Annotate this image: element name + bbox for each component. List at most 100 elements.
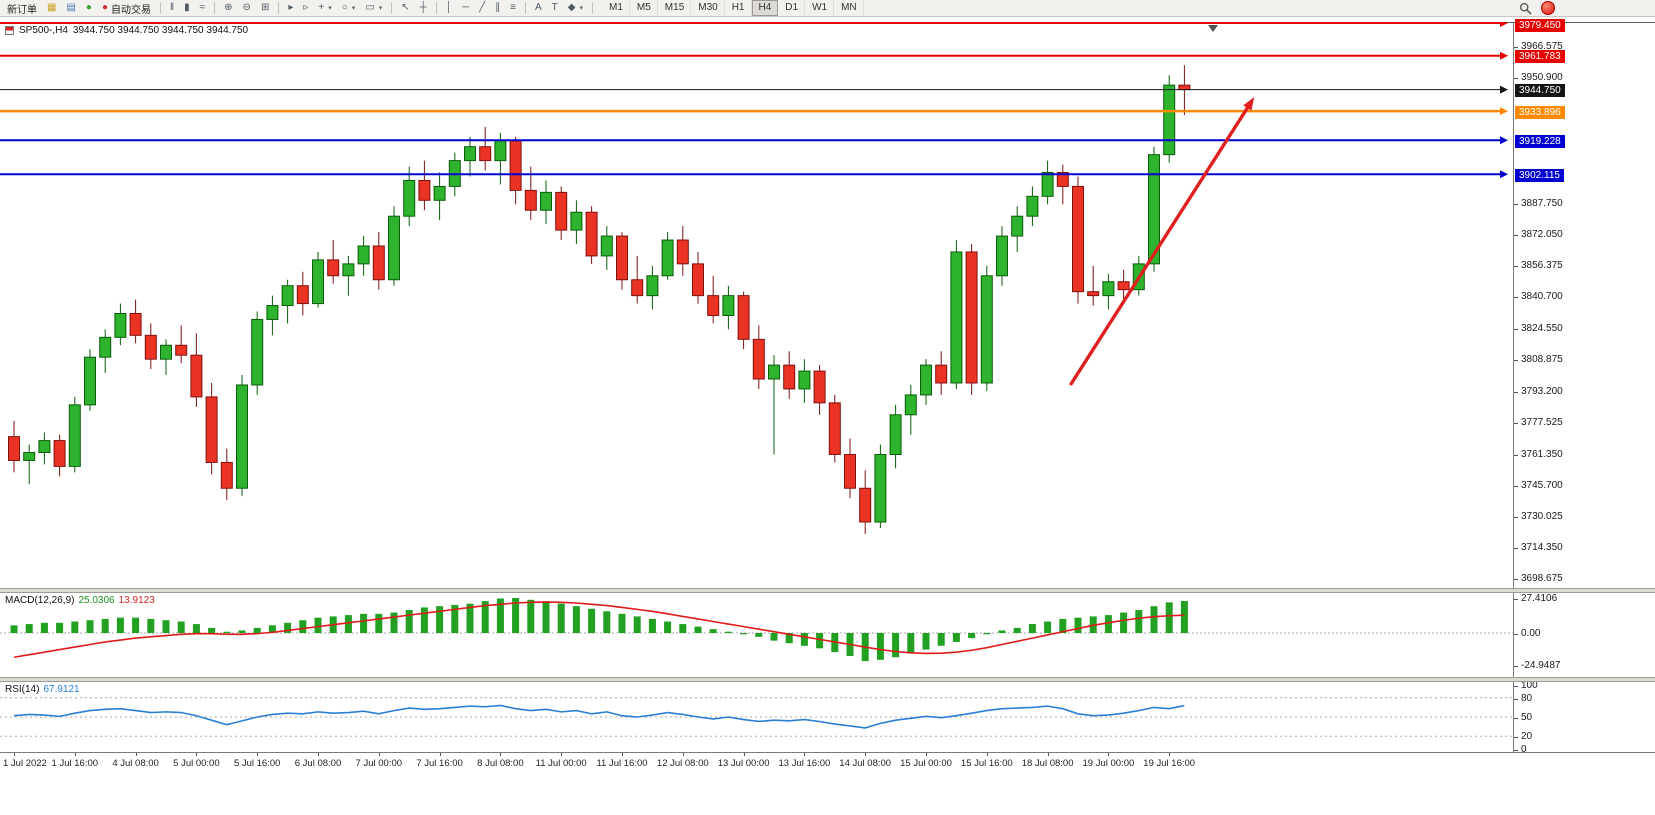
macd-panel[interactable] xyxy=(0,593,1513,677)
macd-histogram-bar xyxy=(937,633,945,646)
candle-down xyxy=(935,364,948,384)
axis-tick xyxy=(1514,686,1518,687)
candle-down xyxy=(129,313,142,336)
tile-windows-icon[interactable]: ⊞ xyxy=(257,0,273,16)
fibonacci-icon[interactable]: ≡ xyxy=(506,0,520,16)
line-chart-icon[interactable]: ≈ xyxy=(196,0,210,16)
candle-down xyxy=(296,285,309,305)
candle-down xyxy=(53,440,66,467)
auto-trading-button-label: 自动交易 xyxy=(111,4,151,16)
timeframe-button-MN[interactable]: MN xyxy=(834,0,864,16)
timeframe-button-W1[interactable]: W1 xyxy=(805,0,835,16)
templates-icon[interactable]: ▭ ▾ xyxy=(361,0,386,16)
timeframe-button-D1[interactable]: D1 xyxy=(778,0,806,16)
macd-histogram-bar xyxy=(360,613,368,633)
macd-indicator-label: MACD(12,26,9) 25.0306 13.9123 xyxy=(5,595,155,606)
indicators-icon-caret: ▾ xyxy=(328,5,332,12)
candle-up xyxy=(661,239,674,277)
notification-badge[interactable] xyxy=(1541,1,1555,15)
crosshair-icon[interactable]: ┼ xyxy=(416,0,431,16)
panel-splitter[interactable] xyxy=(0,588,1655,593)
macd-histogram-bar xyxy=(755,633,763,637)
refresh-icon[interactable]: ● xyxy=(82,0,96,16)
horizontal-line-icon[interactable]: ─ xyxy=(458,0,473,16)
timeframe-button-M30[interactable]: M30 xyxy=(691,0,725,16)
auto-scroll-icon[interactable]: ▸ xyxy=(284,0,297,16)
time-tick-label: 19 Jul 16:00 xyxy=(1143,758,1196,769)
templates-icon-caret: ▾ xyxy=(378,5,383,12)
candle-up xyxy=(874,453,887,523)
timeframe-button-M15[interactable]: M15 xyxy=(658,0,692,16)
candle-up xyxy=(889,414,902,455)
candle-up xyxy=(1041,172,1054,197)
macd-histogram-bar xyxy=(1165,602,1173,633)
price-axis[interactable]: 3966.575 3950.900 3887.750 3872.050 3856.375… xyxy=(1513,19,1655,755)
macd-histogram-bar xyxy=(557,603,565,633)
text-icon[interactable]: A xyxy=(531,0,546,16)
shapes-icon[interactable]: ◆ ▾ xyxy=(564,0,587,16)
auto-trading-button[interactable]: ● 自动交易 xyxy=(98,0,155,16)
macd-histogram-bar xyxy=(648,618,656,633)
zoom-in-icon[interactable]: ⊕ xyxy=(220,0,236,16)
macd-histogram-bar xyxy=(1059,618,1067,633)
timeframe-button-H4[interactable]: H4 xyxy=(751,0,779,16)
toolbar-separator xyxy=(391,2,393,14)
new-order-button[interactable]: 新订单 xyxy=(3,0,41,16)
indicators-icon[interactable]: + ▾ xyxy=(314,0,335,16)
timeframe-button-M1[interactable]: M1 xyxy=(602,0,630,16)
cursor-icon[interactable]: ↖ xyxy=(397,0,413,16)
timeframe-button-H1[interactable]: H1 xyxy=(725,0,752,16)
chart-window-icon xyxy=(5,26,14,35)
text-label-icon[interactable]: T xyxy=(548,0,562,16)
candle-up xyxy=(722,295,735,316)
macd-histogram-bar xyxy=(132,617,140,633)
panel-splitter[interactable] xyxy=(0,677,1655,682)
channel-icon-glyph: ∥ xyxy=(495,2,501,13)
periods-icon[interactable]: ○ ▾ xyxy=(338,0,360,16)
candlestick-chart-icon[interactable]: ▮ xyxy=(180,0,194,16)
price-tick-label: 3714.350 xyxy=(1521,542,1563,554)
candle-down xyxy=(555,191,568,231)
time-axis[interactable]: 1 Jul 2022 1 Jul 16:00 4 Jul 08:00 5 Jul 00… xyxy=(0,752,1655,772)
axis-tick xyxy=(1514,516,1518,518)
time-tick-label: 18 Jul 08:00 xyxy=(1021,758,1074,769)
zoom-out-icon[interactable]: ⊖ xyxy=(239,0,255,16)
macd-histogram-bar xyxy=(10,625,18,633)
new-chart-icon[interactable]: ▦ xyxy=(43,0,60,16)
channel-icon[interactable]: ∥ xyxy=(491,0,504,16)
profiles-icon[interactable]: ▤ xyxy=(62,0,79,16)
macd-histogram-bar xyxy=(101,618,109,633)
candle-up xyxy=(433,185,446,201)
horizontal-line-icon-glyph: ─ xyxy=(462,2,470,13)
price-chart[interactable] xyxy=(0,22,1513,588)
candle-down xyxy=(175,344,188,356)
time-tick-label: 5 Jul 16:00 xyxy=(233,758,281,769)
bar-chart-icon[interactable]: ‖ xyxy=(166,0,178,16)
level-price-label: 3902.115 xyxy=(1515,168,1564,182)
time-tick-label: 13 Jul 16:00 xyxy=(778,758,831,769)
chart-shift-icon[interactable]: ▹ xyxy=(299,0,312,16)
axis-tick xyxy=(1514,360,1518,362)
timeframe-button-M5[interactable]: M5 xyxy=(630,0,658,16)
vertical-line-icon[interactable]: │ xyxy=(442,0,456,16)
macd-histogram-bar xyxy=(1150,606,1158,633)
time-tick-label: 7 Jul 16:00 xyxy=(416,758,463,769)
search-icon[interactable] xyxy=(1519,2,1532,15)
trend-arrow-line[interactable] xyxy=(1068,102,1252,386)
candle-down xyxy=(479,146,492,162)
candle-up xyxy=(99,336,112,358)
toolbar-separator xyxy=(591,2,593,14)
candle-up xyxy=(388,215,400,281)
macd-histogram-bar xyxy=(223,631,231,633)
rsi-axis-label: 50 xyxy=(1521,712,1533,723)
rsi-axis-label: 100 xyxy=(1521,680,1538,691)
trendline-icon[interactable]: ╱ xyxy=(475,0,489,16)
chart-shift-marker[interactable] xyxy=(1208,25,1218,32)
price-tick-label: 3887.750 xyxy=(1521,197,1563,209)
candle-down xyxy=(752,338,765,380)
shapes-icon-caret: ▾ xyxy=(579,5,583,12)
rsi-panel[interactable] xyxy=(0,682,1513,752)
price-tick-label: 3793.200 xyxy=(1521,385,1563,397)
time-tick xyxy=(743,753,745,756)
